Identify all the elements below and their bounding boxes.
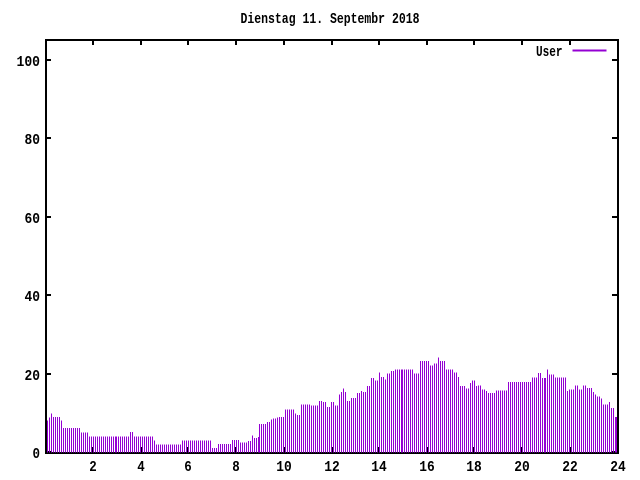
- svg-text:0: 0: [33, 446, 41, 463]
- svg-text:40: 40: [25, 289, 41, 306]
- svg-text:80: 80: [25, 132, 41, 149]
- svg-text:10: 10: [276, 459, 292, 476]
- svg-text:20: 20: [25, 368, 41, 385]
- svg-text:20: 20: [514, 459, 530, 476]
- svg-text:18: 18: [466, 459, 482, 476]
- svg-text:22: 22: [562, 459, 578, 476]
- svg-text:60: 60: [25, 211, 41, 228]
- svg-text:16: 16: [419, 459, 435, 476]
- svg-text:8: 8: [232, 459, 240, 476]
- svg-text:2: 2: [89, 459, 97, 476]
- svg-text:100: 100: [17, 54, 41, 71]
- svg-text:12: 12: [324, 459, 340, 476]
- svg-text:Dienstag 11. Septembr 2018: Dienstag 11. Septembr 2018: [241, 11, 420, 28]
- svg-text:14: 14: [371, 459, 387, 476]
- svg-text:4: 4: [137, 459, 145, 476]
- svg-text:6: 6: [184, 459, 192, 476]
- svg-text:24: 24: [610, 459, 626, 476]
- svg-text:User: User: [536, 44, 563, 61]
